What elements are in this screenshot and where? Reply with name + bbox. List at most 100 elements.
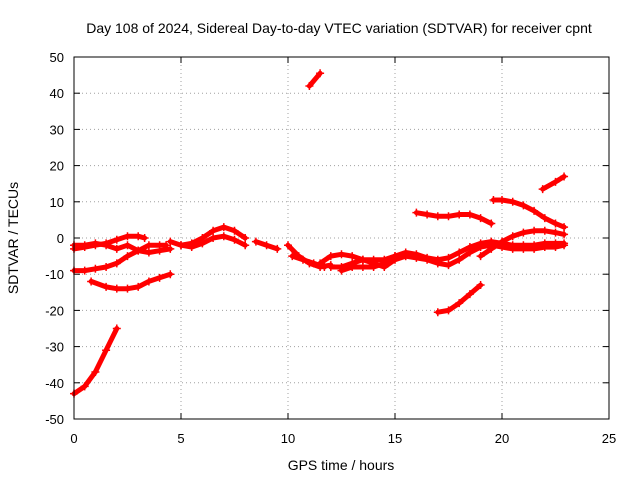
- data-point: [80, 382, 89, 391]
- data-point: [540, 214, 549, 223]
- data-point: [123, 252, 132, 261]
- series-trace: [306, 70, 323, 89]
- data-point: [530, 206, 539, 215]
- data-series-s16: [433, 281, 485, 317]
- data-point: [209, 234, 218, 242]
- data-point: [166, 244, 175, 253]
- data-point: [560, 223, 569, 232]
- data-point: [91, 367, 100, 376]
- data-point: [80, 266, 89, 275]
- data-point: [412, 253, 421, 262]
- y-tick-label: 0: [57, 231, 64, 246]
- data-point: [326, 252, 335, 261]
- chart-title: Day 108 of 2024, Sidereal Day-to-day VTE…: [86, 20, 592, 36]
- data-point: [519, 244, 528, 253]
- data-point: [102, 282, 111, 291]
- series-trace: [71, 326, 120, 397]
- data-point: [530, 226, 539, 235]
- data-point: [177, 241, 185, 250]
- data-series-s5: [87, 270, 175, 293]
- data-point: [455, 210, 464, 219]
- data-point: [162, 241, 171, 250]
- data-point: [465, 210, 474, 219]
- data-point: [251, 237, 260, 246]
- data-point: [326, 262, 335, 271]
- x-tick-label: 10: [281, 431, 295, 446]
- data-point: [348, 252, 357, 261]
- data-point: [433, 259, 442, 268]
- data-point: [551, 228, 560, 237]
- data-point: [273, 244, 282, 253]
- data-point: [288, 252, 297, 261]
- y-tick-label: 10: [50, 195, 64, 210]
- data-point: [401, 252, 410, 261]
- y-axis-label: SDTVAR / TECUs: [5, 182, 21, 294]
- data-point: [316, 259, 325, 268]
- y-tick-label: 50: [50, 50, 64, 65]
- data-point: [112, 235, 121, 244]
- data-point: [134, 232, 143, 241]
- data-point: [444, 306, 453, 315]
- y-tick-label: -50: [45, 412, 64, 427]
- data-point: [444, 212, 453, 221]
- data-point: [112, 284, 121, 293]
- data-point: [551, 243, 560, 252]
- y-tick-label: -40: [45, 376, 64, 391]
- y-tick-label: 30: [50, 122, 64, 137]
- data-point: [530, 244, 539, 253]
- data-point: [198, 234, 207, 242]
- x-axis-label: GPS time / hours: [288, 457, 395, 473]
- data-series-s8: [251, 237, 282, 253]
- data-point: [476, 281, 485, 290]
- data-point: [444, 261, 453, 270]
- data-point: [476, 214, 485, 223]
- data-point: [134, 282, 143, 291]
- data-point: [508, 232, 517, 241]
- data-point: [316, 69, 325, 78]
- data-series-s7: [177, 223, 250, 250]
- series-trace: [540, 174, 567, 192]
- data-point: [358, 255, 367, 264]
- data-point: [508, 244, 517, 253]
- data-point: [102, 346, 111, 355]
- data-series-s4: [70, 232, 149, 253]
- data-point: [519, 201, 528, 210]
- data-point: [560, 172, 569, 181]
- data-point: [455, 248, 464, 257]
- data-series-s19: [538, 172, 569, 194]
- data-point: [487, 244, 496, 253]
- data-point: [144, 277, 153, 286]
- data-point: [444, 253, 453, 262]
- data-point: [80, 243, 89, 252]
- data-point: [423, 210, 432, 219]
- data-point: [498, 237, 506, 246]
- data-series-s1: [70, 324, 121, 398]
- data-point: [123, 284, 132, 293]
- data-point: [519, 228, 528, 237]
- data-point: [498, 195, 506, 204]
- data-point: [508, 197, 517, 206]
- data-point: [91, 241, 100, 250]
- data-point: [230, 235, 239, 244]
- data-point: [551, 219, 560, 228]
- x-axis-ticks: 0 5 10 15 20 25: [70, 57, 616, 446]
- data-point: [166, 270, 175, 279]
- data-point: [540, 226, 549, 235]
- data-point: [305, 81, 314, 90]
- data-point: [230, 226, 239, 235]
- data-series-group: [70, 69, 569, 398]
- data-point: [102, 239, 111, 248]
- data-point: [433, 212, 442, 221]
- data-point: [476, 252, 485, 261]
- series-trace: [71, 242, 169, 274]
- data-point: [87, 277, 96, 286]
- data-point: [262, 241, 271, 250]
- y-tick-label: -30: [45, 340, 64, 355]
- data-point: [412, 208, 421, 217]
- data-point: [560, 230, 569, 239]
- y-tick-label: -20: [45, 303, 64, 318]
- data-point: [369, 255, 378, 264]
- data-point: [337, 250, 346, 259]
- data-point: [391, 252, 399, 261]
